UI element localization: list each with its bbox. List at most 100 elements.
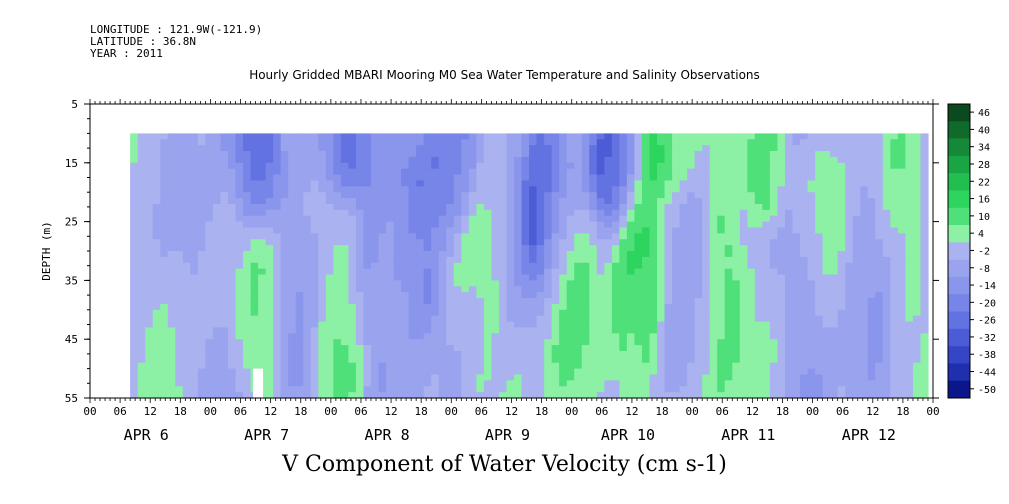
heatmap-cell bbox=[348, 251, 357, 258]
heatmap-cell bbox=[702, 180, 711, 187]
heatmap-cell bbox=[611, 186, 620, 193]
heatmap-cell bbox=[754, 333, 763, 340]
heatmap-cell bbox=[303, 315, 312, 323]
heatmap-cell bbox=[137, 168, 146, 176]
heatmap-cell bbox=[461, 303, 470, 311]
heatmap-cell bbox=[574, 386, 583, 393]
heatmap-cell bbox=[672, 215, 681, 223]
heatmap-cell bbox=[258, 198, 267, 205]
heatmap-cell bbox=[837, 209, 846, 217]
heatmap-cell bbox=[363, 156, 372, 164]
heatmap-cell bbox=[641, 280, 651, 287]
heatmap-cell bbox=[837, 221, 846, 229]
heatmap-cell bbox=[318, 362, 327, 370]
heatmap-cell bbox=[845, 292, 854, 299]
heatmap-cell bbox=[340, 362, 350, 370]
heatmap-cell bbox=[355, 198, 365, 205]
heatmap-cell bbox=[867, 392, 876, 399]
heatmap-cell bbox=[702, 280, 711, 287]
heatmap-cell bbox=[295, 362, 304, 370]
heatmap-cell bbox=[815, 268, 824, 276]
heatmap-cell bbox=[521, 380, 530, 387]
heatmap-cell bbox=[212, 192, 222, 199]
heatmap-cell bbox=[235, 203, 244, 211]
heatmap-cell bbox=[619, 233, 628, 240]
heatmap-cell bbox=[152, 215, 161, 223]
heatmap-cell bbox=[310, 368, 319, 376]
heatmap-cell bbox=[634, 392, 643, 399]
heatmap-cell bbox=[363, 321, 372, 329]
heatmap-cell bbox=[453, 162, 462, 170]
heatmap-cell bbox=[769, 280, 779, 287]
heatmap-cell bbox=[882, 333, 891, 340]
heatmap-cell bbox=[807, 192, 816, 199]
heatmap-cell bbox=[258, 227, 267, 234]
heatmap-cell bbox=[777, 309, 786, 317]
heatmap-cell bbox=[845, 168, 854, 176]
heatmap-cell bbox=[792, 251, 801, 258]
heatmap-cell bbox=[581, 356, 590, 364]
heatmap-cell bbox=[905, 198, 914, 205]
heatmap-cell bbox=[498, 139, 508, 146]
heatmap-cell bbox=[506, 274, 515, 281]
heatmap-cell bbox=[423, 280, 432, 287]
heatmap-cell bbox=[348, 303, 357, 311]
heatmap-cell bbox=[529, 168, 538, 176]
heatmap-cell bbox=[227, 186, 237, 193]
heatmap-cell bbox=[920, 168, 929, 176]
heatmap-cell bbox=[212, 145, 222, 152]
heatmap-cell bbox=[446, 280, 455, 287]
heatmap-cell bbox=[634, 198, 643, 205]
heatmap-cell bbox=[265, 145, 274, 152]
heatmap-cell bbox=[754, 168, 763, 176]
heatmap-cell bbox=[747, 339, 756, 346]
heatmap-cell bbox=[754, 292, 763, 299]
heatmap-cell bbox=[175, 203, 184, 211]
heatmap-cell bbox=[890, 151, 899, 158]
heatmap-cell bbox=[551, 256, 560, 264]
heatmap-cell bbox=[145, 386, 154, 393]
heatmap-cell bbox=[423, 162, 432, 170]
heatmap-cell bbox=[762, 192, 771, 199]
heatmap-cell bbox=[205, 198, 214, 205]
heatmap-cell bbox=[574, 198, 583, 205]
heatmap-cell bbox=[596, 209, 605, 217]
heatmap-cell bbox=[890, 203, 899, 211]
heatmap-cell bbox=[205, 133, 214, 140]
heatmap-cell bbox=[754, 350, 763, 358]
heatmap-cell bbox=[453, 245, 462, 252]
heatmap-cell bbox=[905, 209, 914, 217]
heatmap-cell bbox=[521, 392, 530, 399]
heatmap-cell bbox=[258, 145, 267, 152]
heatmap-cell bbox=[822, 209, 831, 217]
heatmap-cell bbox=[265, 315, 274, 323]
heatmap-cell bbox=[288, 392, 297, 399]
heatmap-cell bbox=[310, 186, 319, 193]
heatmap-cell bbox=[529, 233, 538, 240]
heatmap-cell bbox=[529, 139, 538, 146]
heatmap-cell bbox=[378, 292, 387, 299]
heatmap-cell bbox=[619, 386, 628, 393]
heatmap-cell bbox=[401, 151, 410, 158]
heatmap-cell bbox=[393, 156, 402, 164]
heatmap-cell bbox=[604, 233, 613, 240]
heatmap-cell bbox=[476, 368, 485, 376]
heatmap-cell bbox=[393, 380, 402, 387]
heatmap-cell bbox=[197, 327, 207, 334]
heatmap-cell bbox=[333, 350, 342, 358]
heatmap-cell bbox=[243, 262, 252, 270]
heatmap-cell bbox=[363, 327, 372, 334]
heatmap-cell bbox=[401, 286, 410, 293]
heatmap-cell bbox=[416, 256, 425, 264]
heatmap-cell bbox=[197, 280, 207, 287]
heatmap-cell bbox=[596, 309, 605, 317]
heatmap-cell bbox=[664, 180, 673, 187]
heatmap-cell bbox=[657, 162, 666, 170]
heatmap-cell bbox=[634, 356, 643, 364]
heatmap-cell bbox=[807, 321, 816, 329]
heatmap-cell bbox=[310, 198, 319, 205]
heatmap-cell bbox=[754, 274, 763, 281]
heatmap-cell bbox=[265, 386, 274, 393]
heatmap-cell bbox=[514, 151, 523, 158]
heatmap-cell bbox=[280, 350, 289, 358]
